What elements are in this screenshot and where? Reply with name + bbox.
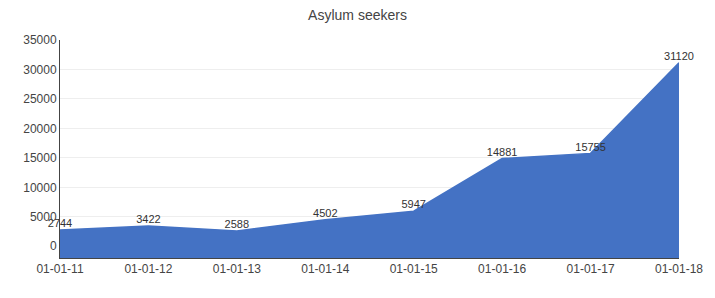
svg-text:35000: 35000 (23, 33, 57, 47)
svg-text:01-01-11: 01-01-11 (36, 262, 83, 276)
svg-text:10000: 10000 (23, 181, 57, 195)
svg-text:4502: 4502 (313, 207, 337, 219)
svg-text:2588: 2588 (225, 218, 249, 230)
svg-text:15755: 15755 (575, 141, 606, 153)
svg-text:01-01-17: 01-01-17 (567, 262, 615, 276)
svg-text:0: 0 (50, 239, 57, 253)
svg-text:5000: 5000 (30, 210, 57, 224)
svg-text:15000: 15000 (23, 151, 57, 165)
svg-text:20000: 20000 (23, 122, 57, 136)
svg-text:01-01-16: 01-01-16 (478, 262, 526, 276)
svg-text:01-01-15: 01-01-15 (390, 262, 438, 276)
svg-text:30000: 30000 (23, 63, 57, 77)
svg-text:01-01-14: 01-01-14 (301, 262, 349, 276)
svg-text:3422: 3422 (136, 213, 160, 225)
svg-text:01-01-18: 01-01-18 (655, 262, 703, 276)
svg-text:Asylum seekers: Asylum seekers (308, 7, 407, 23)
svg-text:14881: 14881 (487, 146, 518, 158)
svg-text:31120: 31120 (664, 50, 694, 62)
svg-text:25000: 25000 (23, 92, 57, 106)
svg-text:01-01-12: 01-01-12 (124, 262, 172, 276)
svg-text:01-01-13: 01-01-13 (213, 262, 261, 276)
svg-text:2744: 2744 (48, 217, 72, 229)
svg-text:5947: 5947 (401, 198, 425, 210)
